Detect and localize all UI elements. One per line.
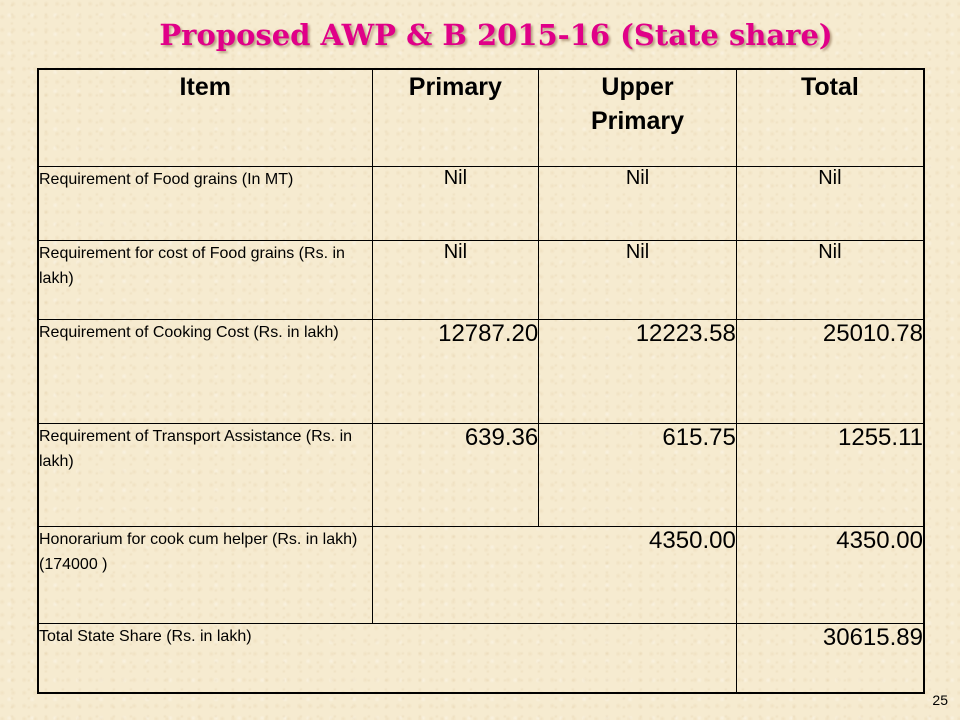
row-upper-primary-value: Nil (538, 166, 737, 241)
row-total-value: Nil (735, 240, 925, 320)
row-item-label: Requirement of Transport Assistance (Rs.… (37, 423, 373, 527)
row-primary-value: Nil (371, 240, 540, 320)
table-row: Requirement of Cooking Cost (Rs. in lakh… (37, 319, 925, 424)
page-title: Proposed AWP & B 2015-16 (State share) (159, 18, 833, 52)
table-row: Requirement of Food grains (In MT) Nil N… (37, 166, 925, 241)
table-row: Honorarium for cook cum helper (Rs. in l… (37, 526, 925, 624)
row-upper-primary-value: 12223.58 (538, 319, 737, 424)
table-row: Total State Share (Rs. in lakh) 30615.89 (37, 623, 925, 694)
table-header-row: Item Primary Upper Primary Total (37, 68, 925, 167)
row-combined-value: 4350.00 (371, 526, 737, 624)
row-total-value: 4350.00 (735, 526, 925, 624)
page-number: 25 (932, 692, 948, 708)
row-item-label: Honorarium for cook cum helper (Rs. in l… (37, 526, 373, 624)
awp-table: Item Primary Upper Primary Total Require… (37, 68, 925, 694)
row-upper-primary-value: Nil (538, 240, 737, 320)
header-total: Total (735, 68, 925, 167)
header-primary: Primary (371, 68, 540, 167)
row-primary-value: 12787.20 (371, 319, 540, 424)
row-item-label: Requirement of Food grains (In MT) (37, 166, 373, 241)
row-primary-value: Nil (371, 166, 540, 241)
row-total-value: 30615.89 (735, 623, 925, 694)
header-upper-primary: Upper Primary (538, 68, 737, 167)
row-total-value: 1255.11 (735, 423, 925, 527)
row-upper-primary-value: 615.75 (538, 423, 737, 527)
header-item: Item (37, 68, 373, 167)
row-primary-value: 639.36 (371, 423, 540, 527)
row-item-label: Total State Share (Rs. in lakh) (37, 623, 737, 694)
row-item-label: Requirement of Cooking Cost (Rs. in lakh… (37, 319, 373, 424)
table-row: Requirement of Transport Assistance (Rs.… (37, 423, 925, 527)
row-total-value: Nil (735, 166, 925, 241)
row-item-label: Requirement for cost of Food grains (Rs.… (37, 240, 373, 320)
row-total-value: 25010.78 (735, 319, 925, 424)
table-row: Requirement for cost of Food grains (Rs.… (37, 240, 925, 320)
